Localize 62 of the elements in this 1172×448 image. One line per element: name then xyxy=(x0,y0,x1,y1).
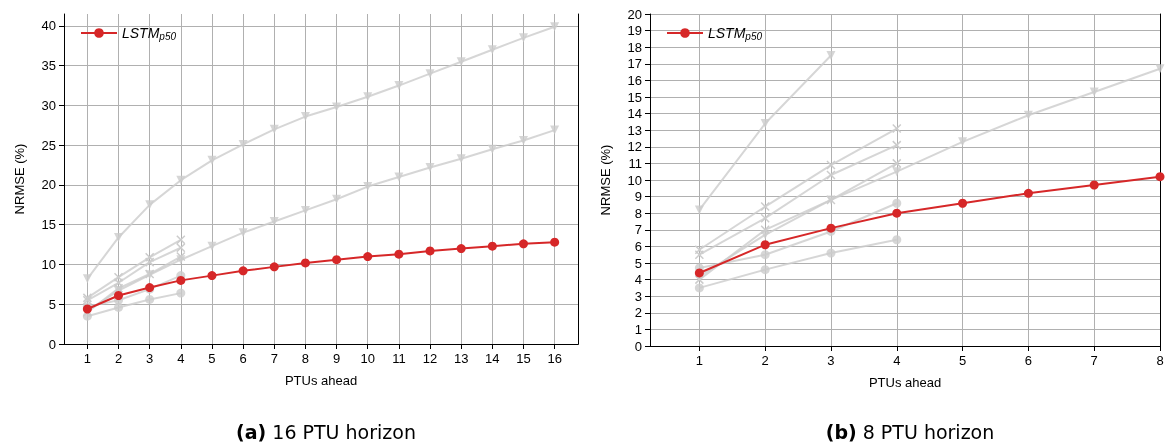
x-tick-label: 4 xyxy=(177,351,185,366)
x-tick-label: 5 xyxy=(208,351,216,366)
y-tick-label: 7 xyxy=(634,222,642,238)
x-tick-label: 2 xyxy=(114,351,123,366)
y-tick-label: 25 xyxy=(41,137,56,153)
y-axis-title: NRMSE (%) xyxy=(598,144,613,216)
x-tick-label: 6 xyxy=(239,351,247,366)
y-tick-label: 5 xyxy=(634,255,642,271)
text: (a) 16 PTU horizon xyxy=(236,420,416,443)
x-tick-label: 10 xyxy=(360,351,375,366)
x-tick-label: 5 xyxy=(958,353,967,368)
x-tick-label: 9 xyxy=(332,351,341,366)
x-tick-label: 1 xyxy=(83,351,91,366)
y-tick-label: 4 xyxy=(634,272,642,288)
y-tick-label: 0 xyxy=(634,338,642,354)
y-tick-label: 2 xyxy=(634,305,642,321)
y-tick-label: 15 xyxy=(627,89,642,105)
y-tick-label: 17 xyxy=(627,56,642,72)
y-tick-label: 1 xyxy=(634,321,642,337)
y-axis-title: NRMSE (%) xyxy=(12,143,27,215)
y-tick-label: 16 xyxy=(627,72,642,88)
legend-label: LSTMp50 xyxy=(708,25,763,42)
y-tick-label: 30 xyxy=(41,97,56,113)
y-tick-label: 19 xyxy=(627,23,642,39)
x-axis-title: PTUs ahead xyxy=(284,373,358,388)
y-tick-label: 35 xyxy=(41,58,56,74)
x-tick-label: 3 xyxy=(827,353,835,368)
x-tick-label: 7 xyxy=(270,351,278,366)
y-tick-label: 8 xyxy=(634,205,642,221)
y-tick-label: 12 xyxy=(627,139,642,155)
x-tick-label: 11 xyxy=(392,351,406,366)
x-tick-label: 16 xyxy=(547,351,562,366)
x-tick-label: 3 xyxy=(146,351,154,366)
y-tick-label: 40 xyxy=(41,18,56,34)
x-tick-label: 6 xyxy=(1024,353,1032,368)
y-tick-label: 3 xyxy=(634,288,642,304)
legend-label: LSTMp50 xyxy=(122,25,177,42)
y-tick-label: 10 xyxy=(627,172,642,188)
y-tick-label: 0 xyxy=(48,336,56,352)
y-tick-label: 20 xyxy=(627,6,642,22)
y-tick-label: 15 xyxy=(41,217,56,233)
x-tick-label: 15 xyxy=(516,351,531,366)
x-tick-label: 1 xyxy=(695,353,703,368)
x-tick-label: 14 xyxy=(485,351,500,366)
x-tick-label: 7 xyxy=(1090,353,1098,368)
y-tick-label: 14 xyxy=(627,106,642,122)
x-tick-label: 12 xyxy=(422,351,438,366)
y-tick-label: 11 xyxy=(628,155,642,171)
x-tick-label: 13 xyxy=(453,351,469,366)
y-tick-label: 10 xyxy=(41,256,56,272)
text: (b) 8 PTU horizon xyxy=(825,420,995,443)
x-tick-label: 8 xyxy=(1156,353,1164,368)
y-tick-label: 18 xyxy=(627,39,642,55)
y-tick-label: 13 xyxy=(627,122,642,138)
y-tick-label: 5 xyxy=(48,296,56,312)
x-axis-title: PTUs ahead xyxy=(868,375,942,390)
x-tick-label: 4 xyxy=(893,353,901,368)
x-tick-label: 8 xyxy=(301,351,310,366)
y-tick-label: 20 xyxy=(41,177,56,193)
x-tick-label: 2 xyxy=(761,353,769,368)
y-tick-label: 6 xyxy=(634,238,642,254)
y-tick-label: 9 xyxy=(634,189,642,205)
